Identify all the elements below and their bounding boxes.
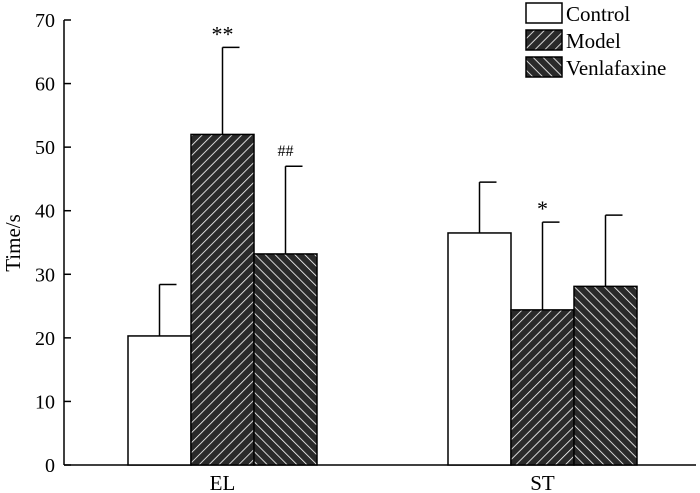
- x-tick-label: EL: [210, 471, 236, 493]
- y-tick-label: 0: [45, 455, 55, 477]
- legend: Control Model Venlafaxine: [525, 2, 666, 80]
- significance-mark: ##: [278, 143, 294, 160]
- legend-label: Control: [566, 2, 630, 26]
- x-tick-label: ST: [530, 471, 555, 493]
- error-bars: [158, 46, 623, 336]
- significance-mark: *: [537, 196, 548, 221]
- bar-model-st: [510, 309, 575, 466]
- y-axis-label: Time/s: [1, 214, 25, 272]
- bar-venlafaxine-el: [253, 253, 318, 466]
- significance-mark: **: [212, 21, 234, 46]
- y-tick-label: 40: [35, 201, 55, 223]
- y-tick-label: 20: [35, 328, 55, 350]
- legend-swatch-control: [525, 2, 563, 24]
- y-tick-label: 60: [35, 74, 55, 96]
- y-tick-label: 50: [35, 137, 55, 159]
- bar-control-el: [127, 335, 192, 466]
- legend-label: Model: [566, 29, 621, 53]
- bars: [127, 133, 638, 466]
- significance-annotations: ** ## *: [212, 21, 549, 221]
- legend-swatch-venlafaxine: [525, 56, 563, 78]
- y-tick-label: 30: [35, 264, 55, 286]
- bar-control-st: [447, 232, 512, 466]
- bar-model-el: [190, 133, 255, 466]
- legend-swatch-model: [525, 29, 563, 51]
- bar-venlafaxine-st: [573, 285, 638, 466]
- legend-label: Venlafaxine: [566, 56, 666, 80]
- y-tick-label: 70: [35, 10, 55, 32]
- y-tick-label: 10: [35, 391, 55, 413]
